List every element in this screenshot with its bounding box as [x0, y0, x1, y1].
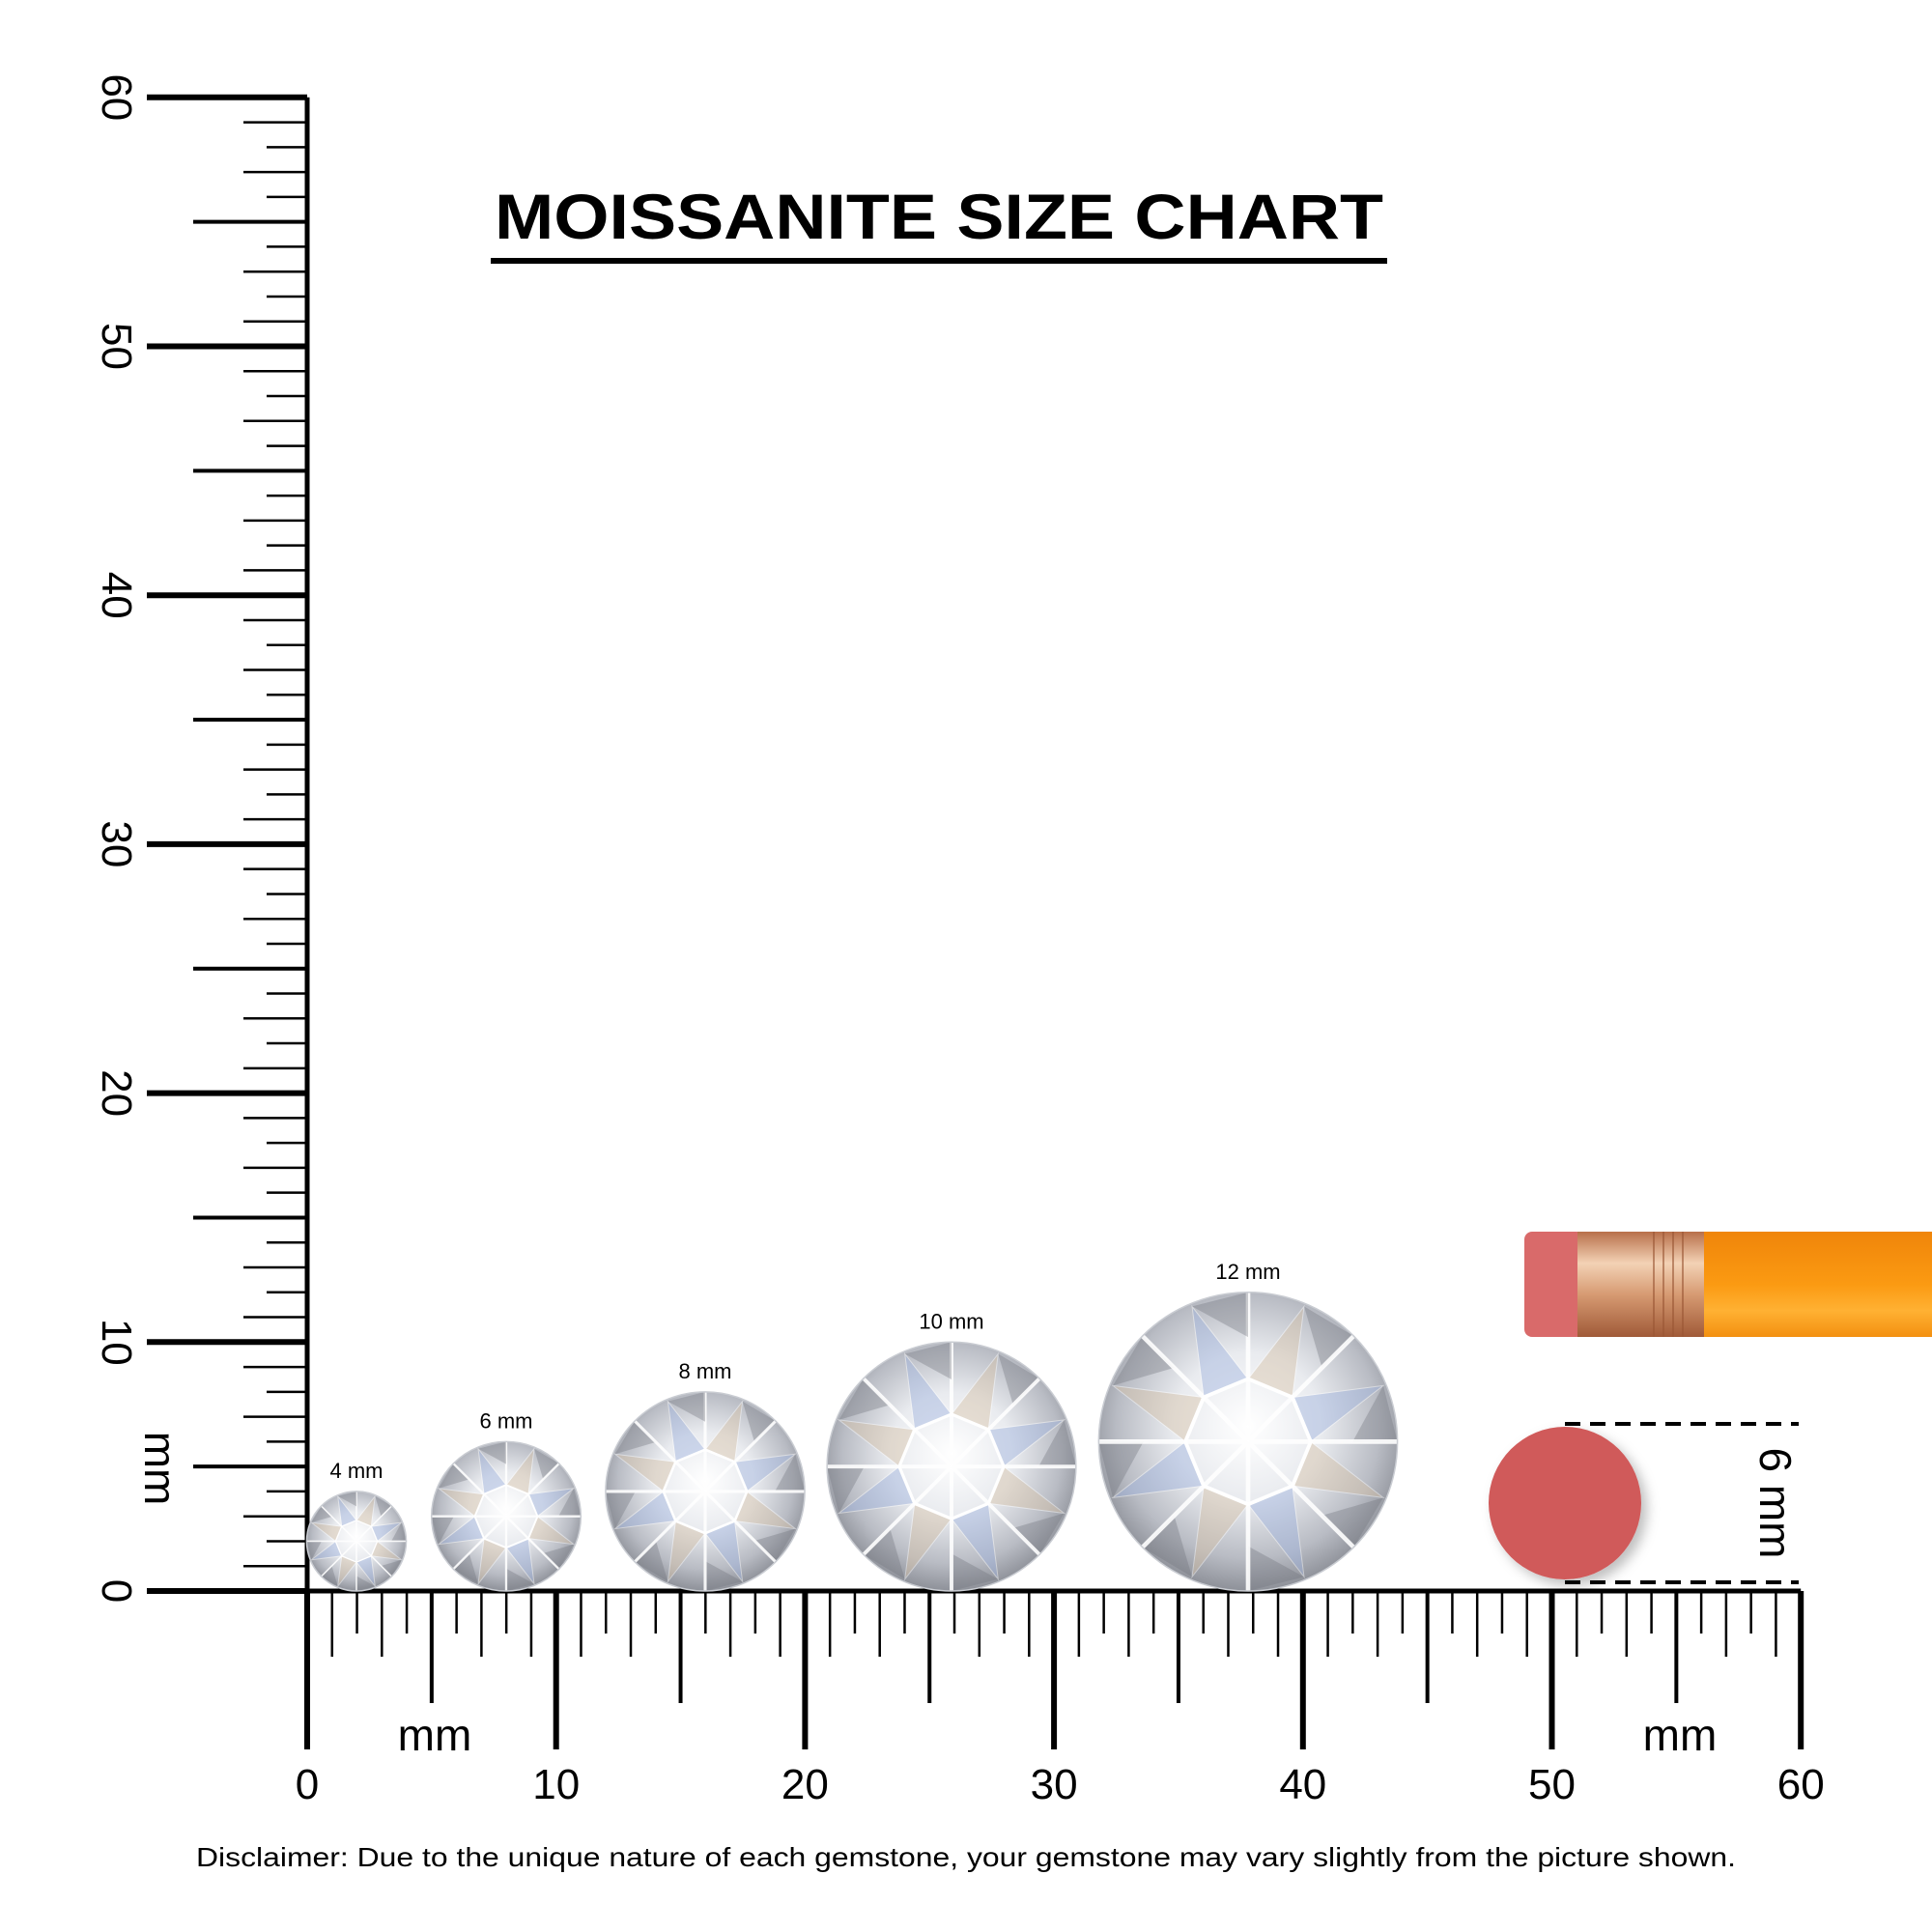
page-title: MOISSANITE SIZE CHART	[495, 181, 1383, 252]
pencil-ferrule	[1577, 1232, 1704, 1337]
vertical-tick-label: 20	[93, 1069, 140, 1117]
pencil-eraser	[1524, 1232, 1584, 1337]
gem-size-label: 4 mm	[330, 1459, 384, 1483]
gem-10mm: 10 mm	[826, 1309, 1077, 1592]
horizontal-unit-label-left: mm	[398, 1710, 472, 1760]
gem-12mm: 12 mm	[1097, 1260, 1399, 1592]
horizontal-unit-label-right: mm	[1643, 1710, 1718, 1760]
horizontal-tick-label: 30	[1031, 1761, 1078, 1808]
vertical-tick-label: 30	[93, 820, 140, 867]
vertical-tick-label: 60	[93, 73, 140, 121]
disclaimer: Disclaimer: Due to the unique nature of …	[196, 1842, 1736, 1872]
gem-size-label: 10 mm	[919, 1309, 983, 1333]
vertical-tick-label: 0	[93, 1579, 140, 1603]
title-underline	[491, 258, 1387, 264]
pencil-body	[1704, 1232, 1932, 1337]
horizontal-tick-label: 50	[1528, 1761, 1576, 1808]
horizontal-tick-label: 60	[1777, 1761, 1825, 1808]
horizontal-tick-label: 0	[296, 1761, 319, 1808]
gem-size-label: 8 mm	[679, 1359, 732, 1383]
pencil-illustration	[1524, 1232, 1932, 1337]
eraser-circle	[1489, 1427, 1641, 1579]
vertical-tick-label: 10	[93, 1319, 140, 1366]
gem-size-label: 6 mm	[480, 1408, 533, 1433]
horizontal-tick-label: 20	[781, 1761, 829, 1808]
gem-row: 4 mm 6 mm 8 mm 10 mm 12 mm	[305, 1260, 1399, 1592]
eraser-size-label: 6 mm	[1750, 1448, 1801, 1559]
gem-8mm: 8 mm	[605, 1359, 806, 1592]
gem-size-label: 12 mm	[1215, 1260, 1280, 1284]
horizontal-ruler: 0 10 20 30 40 50 60	[296, 1588, 1825, 1808]
eraser-reference: 6 mm	[1489, 1422, 1801, 1584]
horizontal-tick-label: 40	[1279, 1761, 1326, 1808]
vertical-tick-label: 40	[93, 572, 140, 619]
vertical-tick-label: 50	[93, 323, 140, 370]
vertical-unit-label: mm	[135, 1432, 185, 1506]
horizontal-tick-label: 10	[532, 1761, 580, 1808]
gem-4mm: 4 mm	[305, 1459, 408, 1592]
gem-6mm: 6 mm	[430, 1408, 582, 1592]
vertical-ruler: 0 10 20 30 40 50 60	[93, 73, 310, 1603]
